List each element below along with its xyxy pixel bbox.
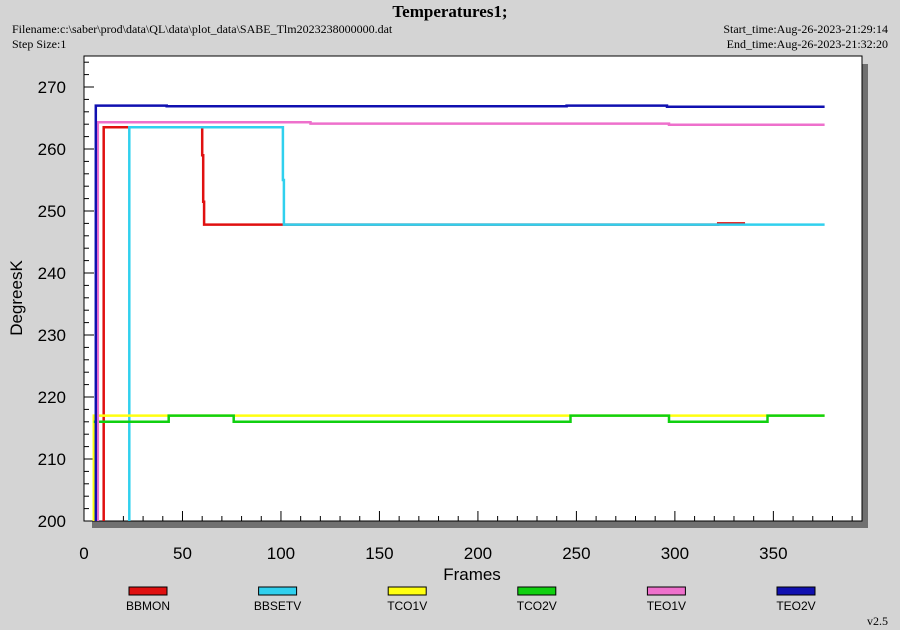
- x-tick-label: 300: [661, 544, 689, 563]
- legend-label-bbmon: BBMON: [126, 599, 170, 613]
- y-tick-label: 220: [38, 388, 66, 407]
- y-tick-label: 250: [38, 202, 66, 221]
- series-line-teo2v: [94, 104, 825, 521]
- step-size-label: Step Size:1: [12, 37, 67, 51]
- x-tick-label: 150: [365, 544, 393, 563]
- y-axis-label: DegreesK: [7, 260, 26, 336]
- chart-title: Temperatures1;: [392, 2, 508, 21]
- legend-swatch-tco1v: [387, 586, 427, 596]
- legend-label-teo1v: TEO1V: [647, 599, 686, 613]
- legend-swatch-bbmon: [128, 586, 168, 596]
- legend-label-teo2v: TEO2V: [776, 599, 815, 613]
- series-line-bbsetv: [128, 126, 825, 521]
- y-tick-label: 260: [38, 140, 66, 159]
- start-time-label: Start_time:Aug-26-2023-21:29:14: [723, 22, 888, 36]
- series-line-tco2v: [93, 414, 825, 424]
- y-tick-label: 230: [38, 326, 66, 345]
- x-tick-label: 100: [267, 544, 295, 563]
- y-tick-label: 210: [38, 450, 66, 469]
- legend-swatch-bbsetv: [258, 586, 298, 596]
- y-axis: 200 210 220 230 240 250 260 270: [38, 61, 94, 531]
- legend-label-tco1v: TCO1V: [387, 599, 427, 613]
- x-axis-label: Frames: [443, 565, 501, 584]
- y-tick-label: 200: [38, 512, 66, 531]
- y-tick-label: 240: [38, 264, 66, 283]
- legend: BBMON BBSETV TCO1V TCO2V TEO1V TEO2V: [126, 586, 816, 613]
- x-tick-label: 200: [464, 544, 492, 563]
- y-tick-label: 270: [38, 78, 66, 97]
- plot-area: [83, 55, 863, 522]
- x-tick-label: 50: [173, 544, 192, 563]
- legend-swatch-teo2v: [776, 586, 816, 596]
- legend-label-tco2v: TCO2V: [517, 599, 557, 613]
- legend-swatch-tco2v: [517, 586, 557, 596]
- x-axis: 0 50 100 150 200 250 300 350: [79, 511, 853, 563]
- x-tick-label: 0: [79, 544, 88, 563]
- x-tick-label: 250: [562, 544, 590, 563]
- series-line-teo1v: [96, 121, 825, 521]
- legend-label-bbsetv: BBSETV: [254, 599, 301, 613]
- filename-label: Filename:c:\saber\prod\data\QL\data\plot…: [12, 22, 393, 36]
- end-time-label: End_time:Aug-26-2023-21:32:20: [726, 37, 888, 51]
- version-label: v2.5: [867, 614, 888, 628]
- series-lines: [92, 104, 825, 521]
- x-tick-label: 350: [759, 544, 787, 563]
- legend-swatch-teo1v: [646, 586, 686, 596]
